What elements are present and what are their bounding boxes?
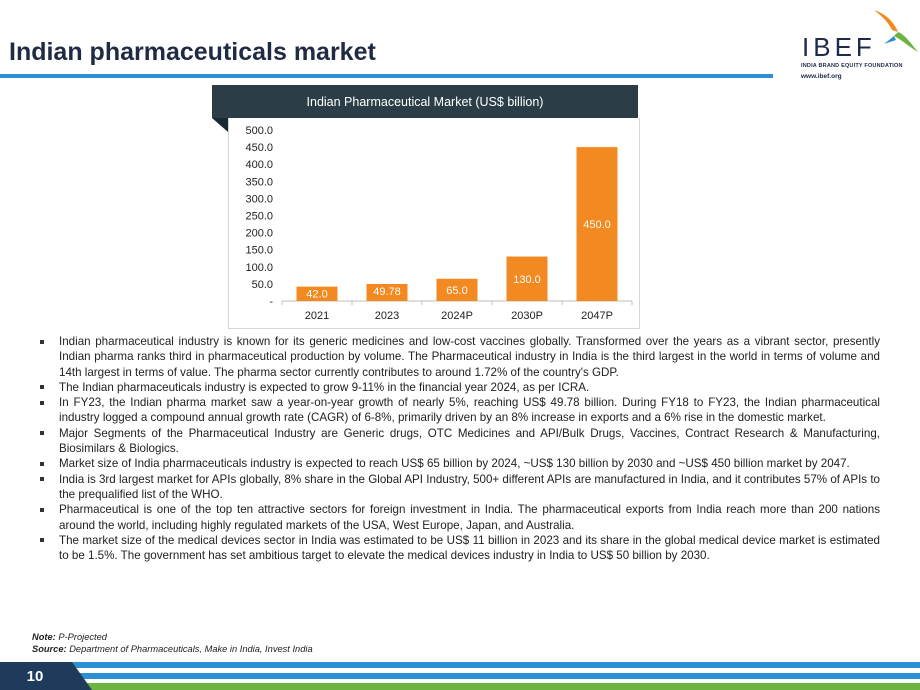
bar-chart: - 50.0 100.0 150.0 200.0 250.0 300.0 350.0 400.0… xyxy=(228,118,640,329)
source-label: Source: xyxy=(32,644,67,654)
bullet-item: The market size of the medical devices s… xyxy=(38,533,880,564)
y-tick-label: 450.0 xyxy=(245,142,273,154)
bullet-item: The Indian pharmaceuticals industry is e… xyxy=(38,380,880,395)
bar-chart-canvas: - 50.0 100.0 150.0 200.0 250.0 300.0 350.0 400.0… xyxy=(245,125,633,322)
bullet-marker-icon xyxy=(40,339,44,344)
data-label: 65.0 xyxy=(446,285,467,297)
bar xyxy=(296,286,338,301)
y-tick-label: 150.0 xyxy=(245,245,273,257)
bullet-marker-icon xyxy=(40,400,44,405)
footer-stripes xyxy=(0,662,920,690)
bullet-marker-icon xyxy=(40,431,44,436)
bullet-item: Pharmaceutical is one of the top ten att… xyxy=(38,502,880,533)
chart-title: Indian Pharmaceutical Market (US$ billio… xyxy=(212,85,638,118)
bar xyxy=(576,147,618,301)
bar xyxy=(366,283,408,301)
bullet-marker-icon xyxy=(40,507,44,512)
y-tick-label: - xyxy=(269,296,273,308)
x-tick-label: 2030P xyxy=(511,310,543,322)
chart-header-fold xyxy=(212,118,228,132)
note-label: Note: xyxy=(32,632,56,642)
bullet-item: India is 3rd largest market for APIs glo… xyxy=(38,472,880,503)
y-tick-label: 100.0 xyxy=(245,262,273,274)
bullet-text: The Indian pharmaceuticals industry is e… xyxy=(59,380,590,394)
bird-logo-icon xyxy=(874,10,918,52)
y-tick-label: 350.0 xyxy=(245,176,273,188)
data-label: 49.78 xyxy=(373,286,401,298)
logo-url: www.ibef.org xyxy=(801,73,842,80)
bullet-item: Major Segments of the Pharmaceutical Ind… xyxy=(38,426,880,457)
x-tick-label: 2047P xyxy=(581,310,613,322)
source-line: Source: Department of Pharmaceuticals, M… xyxy=(32,643,313,655)
note-text: P-Projected xyxy=(58,632,107,642)
bullet-item: In FY23, the Indian pharma market saw a … xyxy=(38,395,880,426)
data-label: 450.0 xyxy=(583,219,611,231)
bullet-marker-icon xyxy=(40,461,44,466)
bullet-text: India is 3rd largest market for APIs glo… xyxy=(59,472,880,501)
bullet-marker-icon xyxy=(40,385,44,390)
bullet-text: Market size of India pharmaceuticals ind… xyxy=(59,457,850,471)
logo-tagline: INDIA BRAND EQUITY FOUNDATION xyxy=(801,63,903,69)
x-tick-label: 2021 xyxy=(305,310,329,322)
bullet-text: Pharmaceutical is one of the top ten att… xyxy=(59,503,880,532)
page-title: Indian pharmaceuticals market xyxy=(9,38,376,66)
x-tick-label: 2023 xyxy=(375,310,399,322)
data-label: 130.0 xyxy=(513,274,541,286)
y-tick-label: 200.0 xyxy=(245,228,273,240)
y-tick-label: 300.0 xyxy=(245,193,273,205)
data-label: 42.0 xyxy=(306,289,327,301)
y-tick-label: 500.0 xyxy=(245,125,273,137)
bullet-list: Indian pharmaceutical industry is known … xyxy=(38,334,880,563)
y-tick-label: 50.0 xyxy=(252,279,273,291)
bar xyxy=(436,278,478,301)
bullet-marker-icon xyxy=(40,538,44,543)
title-divider xyxy=(0,74,773,78)
bullet-text: Indian pharmaceutical industry is known … xyxy=(59,335,880,379)
y-tick-label: 250.0 xyxy=(245,211,273,223)
bullet-text: Major Segments of the Pharmaceutical Ind… xyxy=(59,426,880,456)
note-line: Note: P-Projected xyxy=(32,631,313,643)
bullet-text: The market size of the medical devices s… xyxy=(59,533,880,563)
source-text: Department of Pharmaceuticals, Make in I… xyxy=(69,644,313,654)
ibef-logo: IBEF INDIA BRAND EQUITY FOUNDATION www.i… xyxy=(798,8,920,88)
logo-wordmark: IBEF xyxy=(802,32,876,62)
bullet-marker-icon xyxy=(40,477,44,482)
footnote: Note: P-Projected Source: Department of … xyxy=(32,631,313,655)
bullet-text: In FY23, the Indian pharma market saw a … xyxy=(59,396,880,425)
bullet-item: Indian pharmaceutical industry is known … xyxy=(38,334,880,380)
bullet-item: Market size of India pharmaceuticals ind… xyxy=(38,456,880,471)
y-tick-label: 400.0 xyxy=(245,159,273,171)
bar xyxy=(506,256,548,301)
page-number: 10 xyxy=(26,667,44,685)
x-tick-label: 2024P xyxy=(441,310,473,322)
